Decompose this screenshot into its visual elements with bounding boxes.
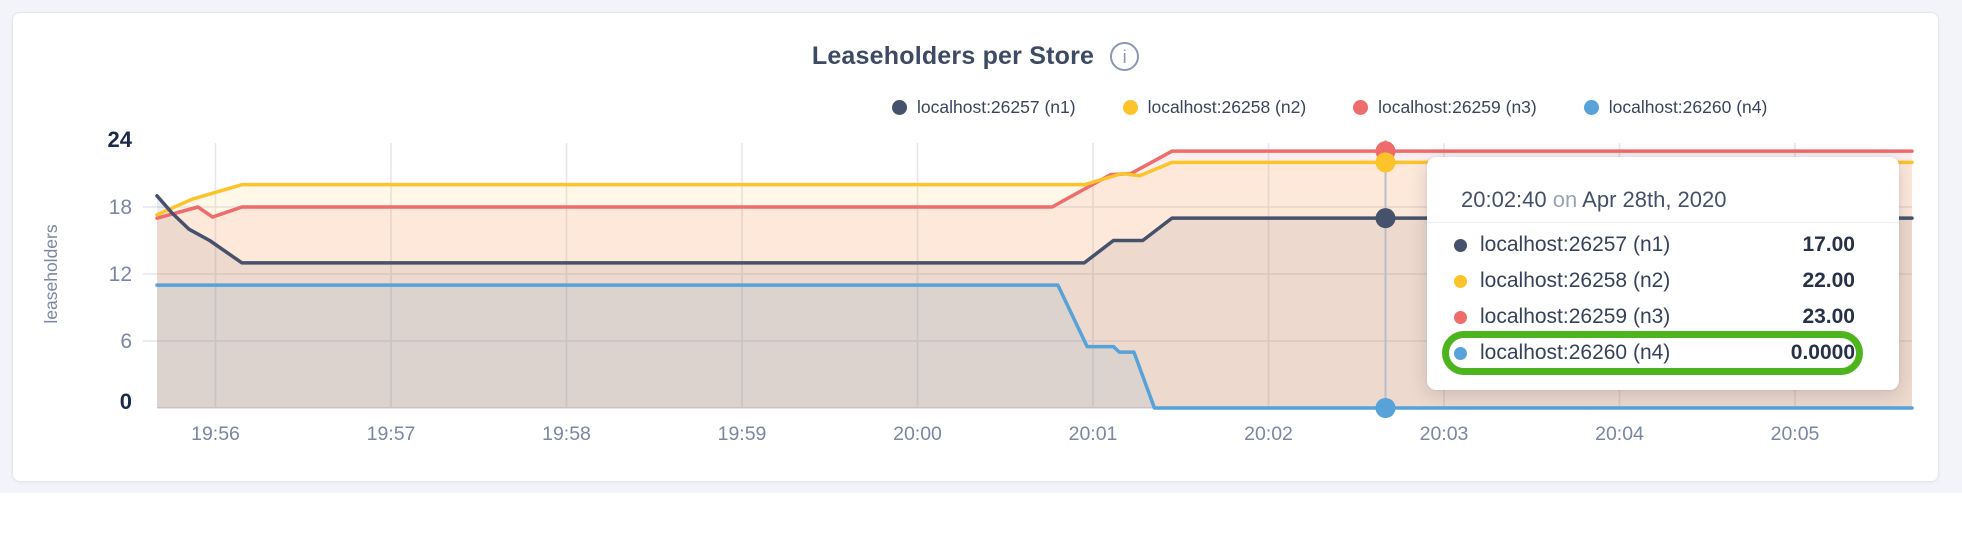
series-dot-n4	[1454, 346, 1467, 360]
tooltip-timestamp: 20:02:40 on Apr 28th, 2020	[1461, 187, 1855, 213]
x-tick-label: 19:58	[542, 423, 591, 445]
chart-header: Leaseholders per Store i	[12, 42, 1939, 71]
x-tick-label: 19:57	[367, 423, 416, 445]
series-name: localhost:26258 (n2)	[1480, 269, 1671, 292]
legend-item-n3: localhost:26259 (n3)	[1353, 97, 1537, 118]
x-tick-label: 20:04	[1595, 423, 1644, 445]
legend-item-n1: localhost:26257 (n1)	[892, 97, 1076, 118]
x-tick-label: 19:59	[718, 423, 767, 445]
x-tick-label: 20:05	[1771, 423, 1820, 445]
tooltip-row-n2: localhost:26258 (n2) 22.00	[1454, 263, 1855, 299]
x-tick-label: 20:01	[1069, 423, 1118, 445]
series-value: 17.00	[1802, 233, 1855, 256]
legend-label: localhost:26257 (n1)	[917, 97, 1076, 117]
y-tick-label: 6	[120, 330, 132, 353]
tooltip-row-n4: localhost:26260 (n4) 0.0000	[1442, 331, 1863, 375]
tooltip-time: 20:02:40	[1461, 187, 1547, 212]
legend-item-n2: localhost:26258 (n2)	[1122, 97, 1307, 118]
y-axis-title: leaseholders	[41, 224, 61, 323]
series-line-n2	[155, 160, 1914, 217]
x-tick-label: 20:02	[1244, 423, 1293, 445]
tooltip-row-n1: localhost:26257 (n1) 17.00	[1454, 227, 1855, 263]
x-tick-label: 20:00	[893, 423, 942, 445]
hover-dot-n4	[1375, 398, 1396, 418]
y-tick-label: 0	[120, 389, 132, 414]
legend-dot-n3	[1353, 100, 1369, 115]
chart-legend: localhost:26257 (n1) localhost:26258 (n2…	[892, 97, 1767, 118]
series-value: 22.00	[1802, 269, 1855, 292]
legend-label: localhost:26258 (n2)	[1147, 97, 1307, 117]
series-area-n4	[157, 285, 1912, 408]
tooltip-divider	[1427, 222, 1899, 223]
y-tick-label: 18	[109, 196, 132, 219]
series-value: 23.00	[1802, 305, 1855, 328]
series-dot-n2	[1454, 274, 1467, 288]
hover-dot-n1	[1375, 208, 1396, 229]
y-axis: 0 6 12 18 24 leaseholders	[41, 127, 133, 414]
series-name: localhost:26257 (n1)	[1480, 233, 1671, 256]
x-tick-label: 20:03	[1420, 423, 1469, 445]
series-dot-n3	[1454, 310, 1467, 324]
legend-dot-n2	[1122, 100, 1138, 115]
legend-dot-n1	[892, 100, 907, 115]
series-name: localhost:26259 (n3)	[1480, 305, 1671, 328]
chart-tooltip: 20:02:40 on Apr 28th, 2020 localhost:262…	[1427, 157, 1899, 390]
series-dot-n1	[1454, 238, 1467, 252]
legend-item-n4: localhost:26260 (n4)	[1583, 97, 1768, 118]
info-icon[interactable]: i	[1110, 42, 1140, 71]
y-tick-label: 12	[109, 263, 132, 286]
x-axis: 19:56 19:57 19:58 19:59 20:00 20:01 20:02 20:03…	[191, 423, 1819, 445]
y-tick-label: 24	[108, 127, 133, 152]
series-line-n3	[155, 149, 1914, 220]
legend-label: localhost:26259 (n3)	[1378, 97, 1537, 117]
series-line-n4	[155, 283, 1914, 410]
chart-title: Leaseholders per Store	[811, 42, 1095, 70]
tooltip-row-n3: localhost:26259 (n3) 23.00	[1454, 299, 1855, 335]
hover-marker	[1375, 140, 1396, 418]
series-line-n1	[155, 194, 1914, 265]
tooltip-date: Apr 28th, 2020	[1582, 187, 1727, 212]
series-name: localhost:26260 (n4)	[1480, 341, 1671, 364]
legend-dot-n4	[1583, 100, 1599, 115]
hover-dot-n2	[1375, 152, 1396, 173]
legend-label: localhost:26260 (n4)	[1608, 97, 1768, 117]
x-tick-label: 19:56	[191, 423, 240, 445]
series-value: 0.0000	[1790, 341, 1855, 364]
tooltip-conjunction: on	[1552, 187, 1578, 212]
series-lines	[155, 149, 1914, 410]
